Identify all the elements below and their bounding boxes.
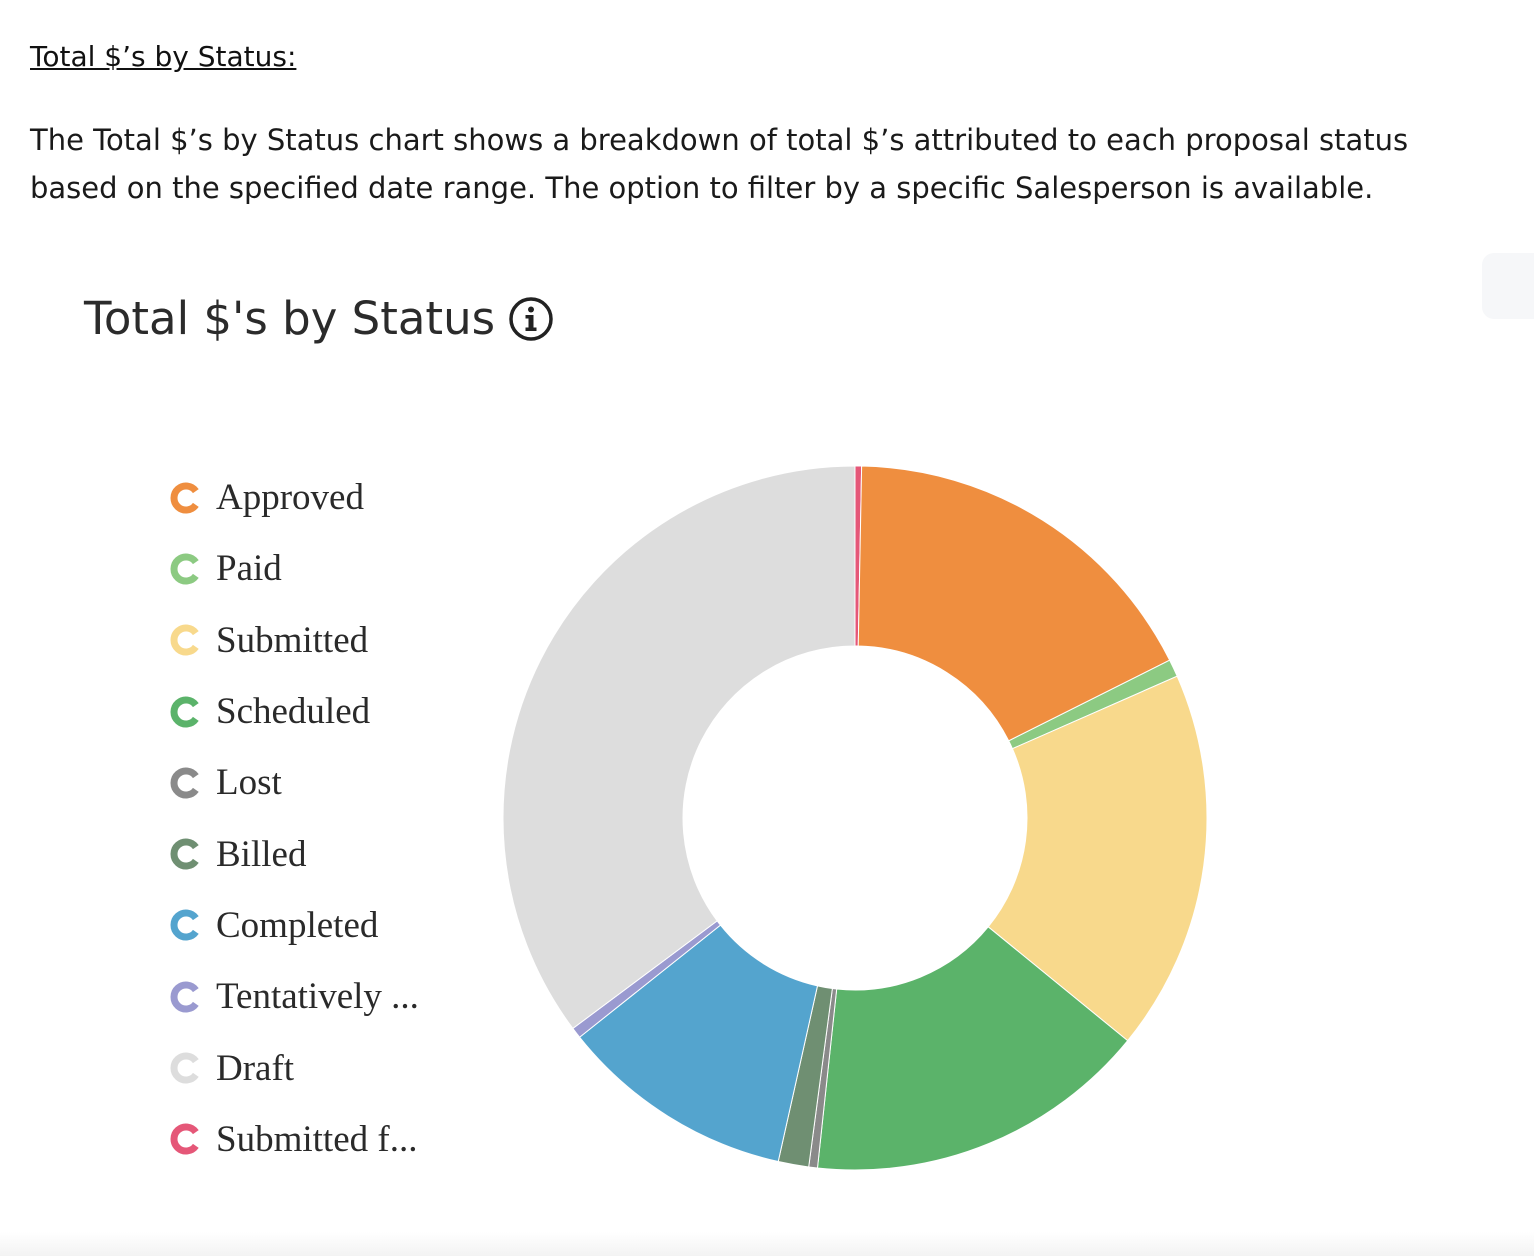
legend-label: Scheduled [216, 691, 371, 733]
legend-item-submitted[interactable]: Submitted [168, 605, 419, 676]
legend-label: Draft [216, 1047, 295, 1089]
legend-label: Submitted f... [216, 1118, 418, 1160]
legend-label: Tentatively ... [216, 976, 419, 1018]
donut-slice-completed[interactable] [578, 924, 819, 1163]
section-heading: Total $’s by Status: [30, 40, 297, 73]
legend-label: Approved [216, 477, 364, 519]
legend-marker-icon [168, 907, 204, 943]
page-bottom-edge [0, 1232, 1534, 1256]
legend-label: Submitted [216, 619, 369, 661]
legend-label: Completed [216, 904, 379, 946]
legend-label: Paid [216, 548, 282, 590]
donut-slice-draft[interactable] [502, 465, 856, 1030]
donut-slice-submitted[interactable] [987, 675, 1208, 1042]
legend-marker-icon [168, 1050, 204, 1086]
legend-item-lost[interactable]: Lost [168, 747, 419, 818]
legend-marker-icon [168, 836, 204, 872]
legend-marker-icon [168, 551, 204, 587]
side-panel-tab[interactable] [1482, 253, 1534, 319]
legend-item-submitted-f[interactable]: Submitted f... [168, 1104, 419, 1175]
legend-label: Billed [216, 833, 307, 875]
legend-marker-icon [168, 979, 204, 1015]
legend-marker-icon [168, 622, 204, 658]
legend-item-scheduled[interactable]: Scheduled [168, 676, 419, 747]
legend-label: Lost [216, 762, 282, 804]
donut-slice-approved[interactable] [857, 465, 1171, 742]
info-circle-icon[interactable] [507, 295, 555, 343]
donut-chart [502, 465, 1208, 1171]
legend-item-billed[interactable]: Billed [168, 818, 419, 889]
chart-title: Total $'s by Status [84, 292, 555, 345]
legend-item-paid[interactable]: Paid [168, 533, 419, 604]
legend-marker-icon [168, 1121, 204, 1157]
legend-item-approved[interactable]: Approved [168, 462, 419, 533]
chart-legend: Approved Paid Submitted Scheduled Lost B… [168, 462, 419, 1175]
legend-marker-icon [168, 694, 204, 730]
legend-item-tentatively[interactable]: Tentatively ... [168, 961, 419, 1032]
donut-slice-scheduled[interactable] [816, 926, 1129, 1171]
section-description: The Total $’s by Status chart shows a br… [30, 123, 1409, 205]
legend-item-draft[interactable]: Draft [168, 1032, 419, 1103]
legend-marker-icon [168, 765, 204, 801]
chart-title-text: Total $'s by Status [84, 292, 496, 345]
legend-item-completed[interactable]: Completed [168, 890, 419, 961]
legend-marker-icon [168, 480, 204, 516]
